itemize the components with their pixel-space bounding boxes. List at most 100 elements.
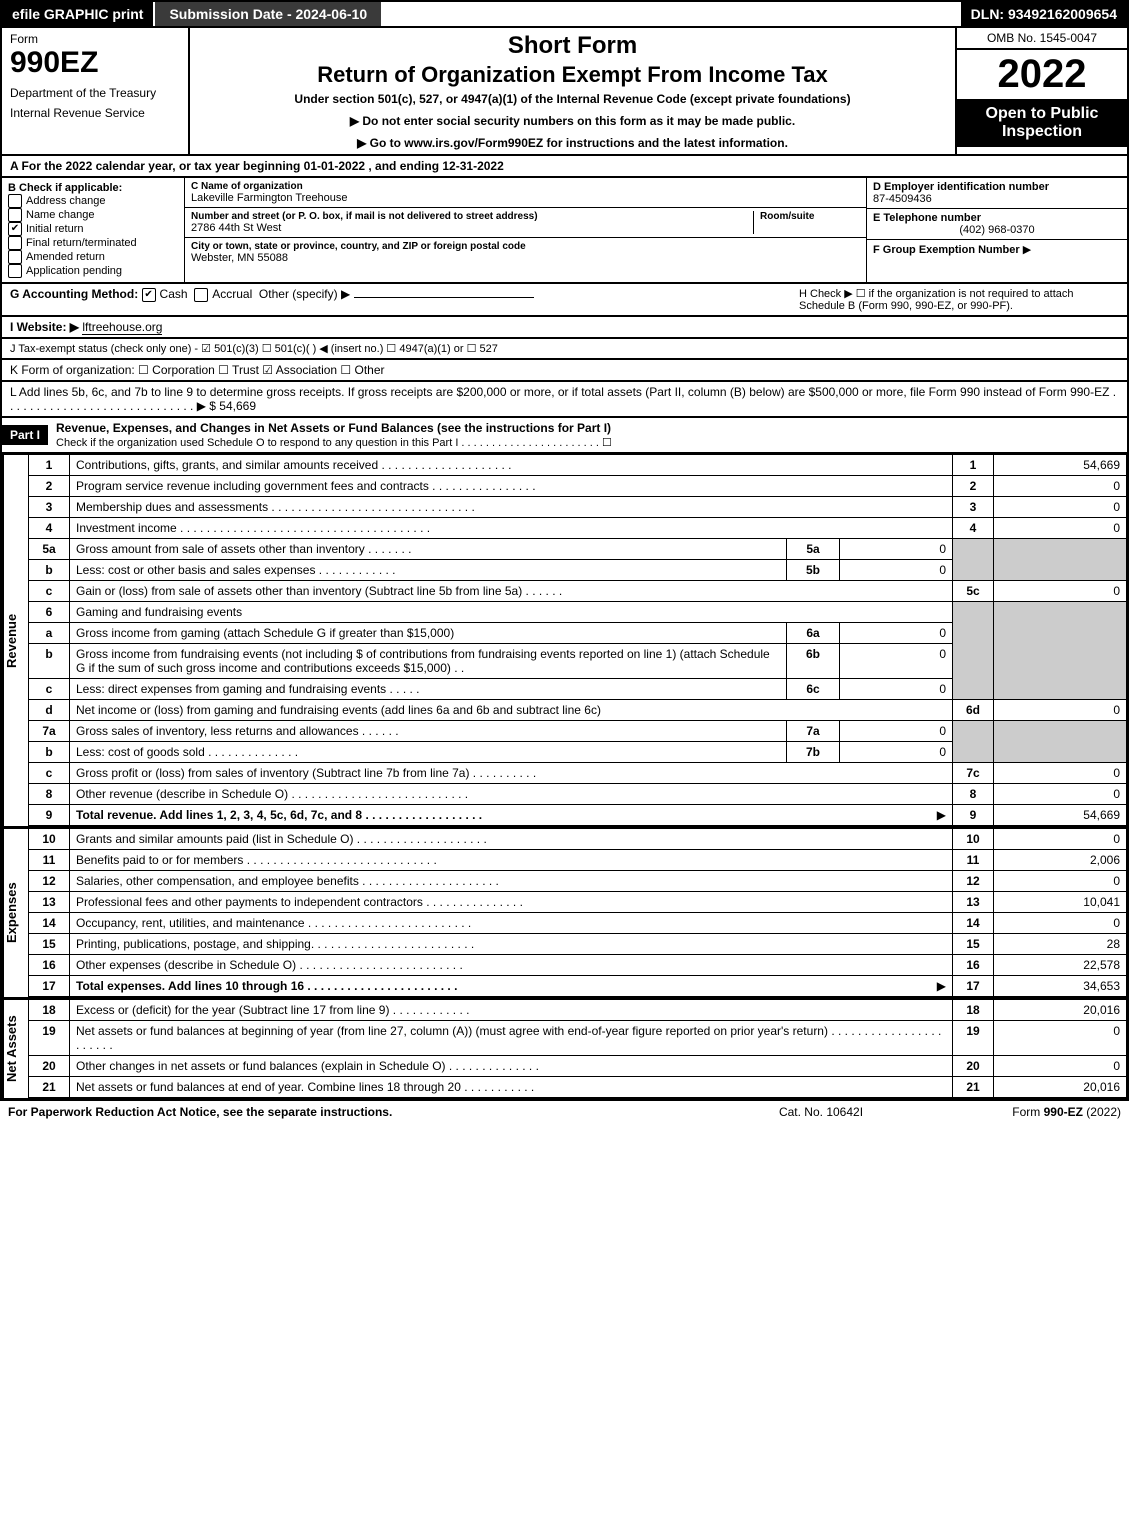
subtitle: Under section 501(c), 527, or 4947(a)(1)…	[198, 92, 947, 106]
tax-year: 2022	[957, 50, 1127, 99]
line-19-amt: 0	[994, 1021, 1127, 1056]
line-5c-amt: 0	[994, 581, 1127, 602]
line-3-desc: Membership dues and assessments . . . . …	[70, 497, 953, 518]
note-url-text[interactable]: ▶ Go to www.irs.gov/Form990EZ for instru…	[357, 136, 788, 150]
expenses-label: Expenses	[2, 828, 28, 997]
line-14-amt: 0	[994, 913, 1127, 934]
line-21-desc: Net assets or fund balances at end of ye…	[70, 1077, 953, 1098]
line-6d-amt: 0	[994, 700, 1127, 721]
section-h: H Check ▶ ☐ if the organization is not r…	[799, 287, 1119, 312]
form-number: 990EZ	[10, 46, 180, 80]
revenue-table: 1Contributions, gifts, grants, and simil…	[28, 454, 1127, 826]
line-20-desc: Other changes in net assets or fund bala…	[70, 1056, 953, 1077]
title-short-form: Short Form	[198, 32, 947, 60]
section-i: I Website: ▶ lftreehouse.org	[0, 317, 1129, 339]
e-row: E Telephone number (402) 968-0370	[867, 209, 1127, 240]
line-12-desc: Salaries, other compensation, and employ…	[70, 871, 953, 892]
section-g: G Accounting Method: Cash Accrual Other …	[10, 287, 799, 312]
d-label: D Employer identification number	[873, 181, 1121, 193]
website-value[interactable]: lftreehouse.org	[82, 320, 162, 335]
line-7b-midamt: 0	[840, 742, 953, 763]
dln-label: DLN: 93492162009654	[961, 2, 1127, 26]
room-cell: Room/suite	[753, 211, 860, 234]
spacer	[381, 2, 961, 26]
header-right: OMB No. 1545-0047 2022 Open to Public In…	[955, 28, 1127, 154]
line-7a-desc: Gross sales of inventory, less returns a…	[70, 721, 787, 742]
section-c: C Name of organization Lakeville Farming…	[185, 178, 866, 282]
line-6d-desc: Net income or (loss) from gaming and fun…	[70, 700, 953, 721]
d-row: D Employer identification number 87-4509…	[867, 178, 1127, 209]
street-cell: Number and street (or P. O. box, if mail…	[191, 211, 753, 234]
line-6c-desc: Less: direct expenses from gaming and fu…	[70, 679, 787, 700]
c-city-row: City or town, state or province, country…	[185, 238, 866, 267]
part-i-header: Part I Revenue, Expenses, and Changes in…	[0, 418, 1129, 454]
section-l: L Add lines 5b, 6c, and 7b to line 9 to …	[0, 382, 1129, 418]
line-7c-desc: Gross profit or (loss) from sales of inv…	[70, 763, 953, 784]
line-10-amt: 0	[994, 829, 1127, 850]
header-center: Short Form Return of Organization Exempt…	[190, 28, 955, 154]
line-17-amt: 34,653	[994, 976, 1127, 997]
row-gh: G Accounting Method: Cash Accrual Other …	[0, 284, 1129, 317]
part-i-bar: Part I	[2, 425, 48, 445]
line-19-desc: Net assets or fund balances at beginning…	[70, 1021, 953, 1056]
line-13-amt: 10,041	[994, 892, 1127, 913]
part-i-sub: Check if the organization used Schedule …	[56, 437, 612, 449]
line-4-desc: Investment income . . . . . . . . . . . …	[70, 518, 953, 539]
line-11-amt: 2,006	[994, 850, 1127, 871]
line-8-desc: Other revenue (describe in Schedule O) .…	[70, 784, 953, 805]
f-row: F Group Exemption Number ▶	[867, 240, 1127, 259]
l-amount: $ 54,669	[209, 399, 256, 413]
l-text: L Add lines 5b, 6c, and 7b to line 9 to …	[10, 385, 1116, 413]
other-line	[354, 297, 534, 298]
c-street-row: Number and street (or P. O. box, if mail…	[185, 208, 866, 238]
top-bar: efile GRAPHIC print Submission Date - 20…	[0, 0, 1129, 28]
c-street-label: Number and street (or P. O. box, if mail…	[191, 211, 753, 222]
omb-number: OMB No. 1545-0047	[957, 28, 1127, 50]
line-18-amt: 20,016	[994, 1000, 1127, 1021]
line-15-amt: 28	[994, 934, 1127, 955]
title-return: Return of Organization Exempt From Incom…	[198, 62, 947, 88]
c-name-row: C Name of organization Lakeville Farming…	[185, 178, 866, 208]
org-name: Lakeville Farmington Treehouse	[191, 192, 860, 204]
part-i-heading: Revenue, Expenses, and Changes in Net As…	[48, 418, 1127, 452]
line-10-desc: Grants and similar amounts paid (list in…	[70, 829, 953, 850]
expenses-group: Expenses 10Grants and similar amounts pa…	[0, 828, 1129, 999]
line-3-amt: 0	[994, 497, 1127, 518]
line-7c-amt: 0	[994, 763, 1127, 784]
line-8-amt: 0	[994, 784, 1127, 805]
line-1-desc: Contributions, gifts, grants, and simila…	[70, 455, 953, 476]
c-name-label: C Name of organization	[191, 181, 860, 192]
footer-cat: Cat. No. 10642I	[721, 1105, 921, 1119]
line-14-desc: Occupancy, rent, utilities, and maintena…	[70, 913, 953, 934]
line-21-amt: 20,016	[994, 1077, 1127, 1098]
line-6a-desc: Gross income from gaming (attach Schedul…	[70, 623, 787, 644]
g-label: G Accounting Method:	[10, 287, 138, 301]
chk-accrual[interactable]	[194, 288, 208, 302]
e-label: E Telephone number	[873, 212, 1121, 224]
chk-cash[interactable]	[142, 288, 156, 302]
line-6-desc: Gaming and fundraising events	[70, 602, 953, 623]
revenue-label: Revenue	[2, 454, 28, 826]
chk-name[interactable]: Name change	[8, 208, 178, 222]
b-title: B Check if applicable:	[8, 182, 178, 194]
line-2-desc: Program service revenue including govern…	[70, 476, 953, 497]
section-de: D Employer identification number 87-4509…	[866, 178, 1127, 282]
line-15-desc: Printing, publications, postage, and shi…	[70, 934, 953, 955]
irs-label: Internal Revenue Service	[10, 106, 180, 120]
i-label: I Website: ▶	[10, 320, 79, 334]
chk-pending[interactable]: Application pending	[8, 264, 178, 278]
revenue-group: Revenue 1Contributions, gifts, grants, a…	[0, 454, 1129, 828]
line-17-desc: Total expenses. Add lines 10 through 16 …	[70, 976, 953, 997]
line-5c-desc: Gain or (loss) from sale of assets other…	[70, 581, 953, 602]
chk-initial[interactable]: Initial return	[8, 222, 178, 236]
chk-amended[interactable]: Amended return	[8, 250, 178, 264]
line-5b-desc: Less: cost or other basis and sales expe…	[70, 560, 787, 581]
line-20-amt: 0	[994, 1056, 1127, 1077]
phone-value: (402) 968-0370	[873, 224, 1121, 236]
line-5b-midamt: 0	[840, 560, 953, 581]
ein-value: 87-4509436	[873, 193, 1121, 205]
chk-final[interactable]: Final return/terminated	[8, 236, 178, 250]
line-4-amt: 0	[994, 518, 1127, 539]
chk-address[interactable]: Address change	[8, 194, 178, 208]
note-url: ▶ Go to www.irs.gov/Form990EZ for instru…	[198, 136, 947, 150]
